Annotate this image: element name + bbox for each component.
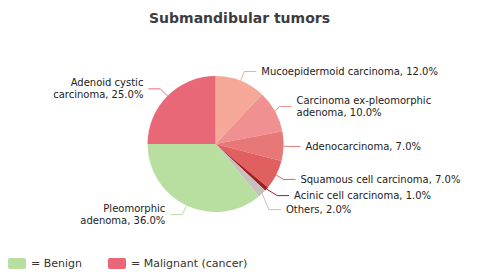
svg-text:Squamous cell carcinoma, 7.0%: Squamous cell carcinoma, 7.0%	[300, 174, 460, 185]
svg-text:Acinic cell carcinoma, 1.0%: Acinic cell carcinoma, 1.0%	[294, 190, 431, 201]
svg-text:adenoma, 36.0%: adenoma, 36.0%	[80, 215, 165, 226]
svg-text:adenoma, 10.0%: adenoma, 10.0%	[297, 107, 382, 118]
svg-text:Mucoepidermoid carcinoma, 12.0: Mucoepidermoid carcinoma, 12.0%	[261, 66, 438, 77]
svg-text:carcinoma, 25.0%: carcinoma, 25.0%	[53, 89, 143, 100]
svg-text:Adenoid cystic: Adenoid cystic	[71, 77, 144, 88]
svg-text:Others, 2.0%: Others, 2.0%	[286, 204, 351, 215]
svg-text:= Benign: = Benign	[31, 257, 82, 270]
svg-text:Pleomorphic: Pleomorphic	[103, 203, 165, 214]
svg-text:= Malignant (cancer): = Malignant (cancer)	[131, 257, 247, 270]
svg-text:Carcinoma ex-pleomorphic: Carcinoma ex-pleomorphic	[297, 95, 432, 106]
svg-text:Adenocarcinoma, 7.0%: Adenocarcinoma, 7.0%	[306, 141, 422, 152]
svg-text:Submandibular tumors: Submandibular tumors	[149, 10, 330, 26]
